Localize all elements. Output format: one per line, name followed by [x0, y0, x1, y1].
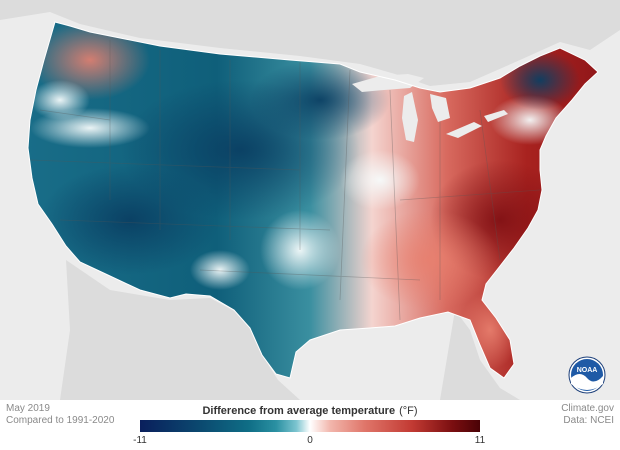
- anomaly-field: [28, 22, 598, 378]
- lake-huron: [430, 94, 450, 122]
- us-outline: [27, 21, 599, 379]
- lake-michigan: [402, 92, 418, 142]
- legend-colorbar: [140, 420, 480, 432]
- baseline-label: Compared to 1991-2020: [6, 415, 115, 426]
- legend-title-text: Difference from average temperature: [202, 405, 396, 417]
- state-borders: [29, 40, 541, 321]
- legend-mid-label: 0: [307, 435, 313, 446]
- legend-unit: (°F): [399, 405, 418, 417]
- yucatan-landmass: [440, 310, 520, 400]
- source-label: Climate.gov: [561, 403, 614, 414]
- lake-ontario: [484, 110, 508, 122]
- lake-superior: [352, 74, 424, 92]
- map-metadata: May 2019 Compared to 1991-2020: [6, 403, 114, 427]
- data-credit-label: Data: NCEI: [563, 415, 614, 426]
- temperature-anomaly-map: [0, 0, 620, 400]
- period-label: May 2019: [6, 403, 50, 414]
- great-lakes: [352, 74, 508, 142]
- legend-max-label: 11: [474, 435, 486, 446]
- legend-min-label: -11: [133, 435, 147, 446]
- legend-title: Difference from average temperature (°F): [140, 405, 480, 417]
- credits: Climate.gov Data: NCEI: [561, 403, 614, 427]
- noaa-logo-text: NOAA: [577, 367, 598, 374]
- mexico-landmass: [60, 260, 300, 400]
- canada-landmass: [0, 0, 620, 86]
- map-footer: May 2019 Compared to 1991-2020 Differenc…: [0, 400, 620, 450]
- noaa-logo: NOAA: [568, 356, 606, 394]
- lake-erie: [446, 122, 482, 138]
